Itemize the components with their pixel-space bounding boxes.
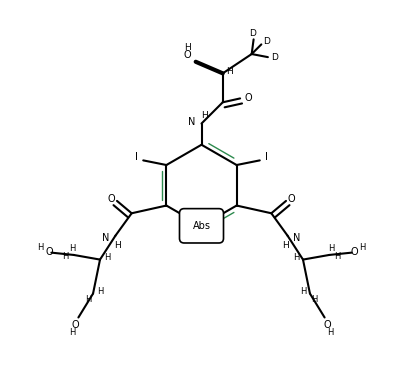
Text: H: H [300,287,306,296]
Text: D: D [271,52,278,62]
Text: N: N [293,233,301,243]
Text: H: H [334,252,341,261]
Text: H: H [184,42,191,52]
Text: H: H [69,328,75,337]
Text: H: H [201,110,208,120]
Text: H: H [359,243,366,252]
Text: D: D [249,29,256,39]
Text: H: H [104,253,110,262]
Text: D: D [263,37,270,46]
Text: I: I [265,152,268,162]
Text: Abs: Abs [193,221,210,231]
Text: H: H [293,253,299,262]
Text: H: H [85,295,91,304]
Text: H: H [114,241,121,250]
Text: N: N [188,117,195,127]
Text: O: O [183,50,191,60]
Text: H: H [328,328,334,337]
Text: O: O [324,320,332,330]
Text: O: O [245,93,252,103]
Text: O: O [350,247,358,257]
Text: I: I [135,152,138,162]
Text: H: H [328,244,334,252]
Text: O: O [71,320,79,330]
Text: H: H [62,252,69,261]
Text: H: H [226,67,233,76]
FancyBboxPatch shape [179,209,224,243]
Text: H: H [97,287,103,296]
Text: O: O [108,194,115,203]
Text: H: H [37,243,44,252]
Text: H: H [312,295,318,304]
Text: H: H [282,241,289,250]
Text: N: N [102,233,110,243]
Text: H: H [69,244,75,252]
Text: O: O [288,194,295,203]
Text: O: O [45,247,53,257]
